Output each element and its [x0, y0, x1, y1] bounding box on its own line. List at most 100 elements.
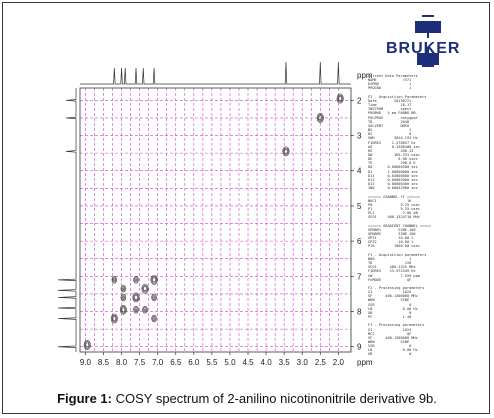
top-projection-trace — [80, 61, 351, 85]
y-tick-label: 9 — [357, 343, 362, 352]
parameter-line: SF 400.1300000 MHz — [368, 335, 418, 340]
parameter-line: GB 0 — [368, 310, 412, 315]
x-tick-label: 7.0 — [152, 358, 164, 367]
plot-area — [79, 87, 352, 353]
parameter-line: DS 8 — [368, 132, 412, 137]
bruker-logo — [415, 15, 441, 67]
parameter-line: D12 0.00002000 sec — [368, 177, 418, 182]
x-tick-label: 2.5 — [315, 358, 327, 367]
parameter-line: GPNAM2 SINE.100 — [368, 231, 416, 236]
parameter-line: LB 0.00 Hz — [368, 348, 418, 353]
parameter-line: F1 - Processing parameters — [368, 323, 425, 328]
y-axis-ticks: 2 3 4 5 6 7 8 9 — [351, 96, 362, 352]
parameter-line: D13 0.00000400 sec — [368, 182, 418, 187]
parameter-line: SSB 0 — [368, 302, 412, 307]
parameter-line: SFO1 400.1325 MHz — [368, 265, 416, 270]
parameter-line: P1 9.25 usec — [368, 207, 420, 211]
x-tick-label: 6.0 — [188, 358, 200, 367]
parameter-line: DW 165.333 usec — [368, 152, 420, 157]
parameter-line: MC2 QF — [368, 331, 412, 336]
parameter-line: F1 - Acquisition parameters — [368, 252, 427, 257]
parameter-line: SW 7.559 ppm — [368, 273, 420, 278]
cross-peak — [111, 276, 118, 284]
cross-peak — [120, 293, 127, 302]
parameter-line: GPNAM1 SINE.100 — [368, 227, 416, 232]
contour-peaks — [83, 93, 344, 350]
parameter-line: SI 1024 — [368, 290, 412, 295]
logo-text: BRUKER — [386, 40, 461, 57]
x-tick-label: 8.0 — [116, 358, 128, 367]
parameter-line: LB 0.00 Hz — [368, 306, 418, 311]
parameter-line: TD 128 — [368, 261, 412, 266]
parameter-line: DE 6.00 usec — [368, 157, 418, 162]
figure-frame — [2, 2, 490, 414]
parameter-line: EXPNO 1 — [368, 82, 412, 87]
x-tick-label: 5.5 — [206, 358, 218, 367]
parameter-line: IN0 0.00032980 sec — [368, 186, 418, 191]
left-projection — [57, 88, 77, 352]
x-axis-ticks: 9.0 8.5 8.0 7.5 7.0 6.5 6.0 5.5 5.0 4.5 4.0 3.5 3.0 2… — [80, 352, 345, 367]
diagonal-peak — [141, 283, 149, 294]
x-tick-label: 3.5 — [279, 358, 291, 367]
cross-peak — [151, 314, 157, 323]
x-tick-label: 9.0 — [80, 358, 92, 367]
parameter-line: PROBHD 5 mm PABBO BB- — [368, 111, 418, 116]
x-tick-label: 7.5 — [134, 358, 146, 367]
parameter-line: FIDRES 23.972445 Hz — [368, 269, 416, 274]
y-tick-label: 5 — [357, 202, 362, 211]
parameter-line: RG 200.13 — [368, 148, 414, 153]
cross-peak — [120, 284, 127, 293]
parameter-line: INSTRUM spect — [368, 107, 412, 112]
top-projection — [80, 61, 351, 85]
cross-peak — [142, 306, 148, 314]
y-axis-unit-label: ppm — [357, 71, 373, 80]
y-tick-label: 2 — [357, 96, 362, 105]
parameter-line: SFO1 400.1324710 MHz — [368, 215, 420, 220]
parameter-line: TE 298.0 K — [368, 161, 416, 166]
cross-peak — [133, 276, 139, 284]
parameter-line: GPZ2 10.00 % — [368, 240, 414, 245]
x-axis-unit-label: ppm — [357, 358, 373, 367]
diagonal-peak — [150, 274, 158, 285]
parameter-line: D0 0.00000300 sec — [368, 165, 418, 170]
diagonal-peak — [336, 93, 344, 104]
parameter-line: TD 2048 — [368, 119, 410, 124]
parameter-line: F2 - Processing parameters — [368, 285, 425, 290]
parameter-line: FnMODE QF — [368, 277, 412, 282]
parameter-line: NUC1 1H — [368, 198, 412, 203]
parameter-line: D1 1.00000000 sec — [368, 169, 418, 174]
parameter-line: GB 0 — [368, 352, 412, 357]
parameter-line: PULPROG cosygpqf — [368, 115, 418, 120]
parameter-line: ND0 1 — [368, 256, 412, 261]
parameter-line: SI 1024 — [368, 327, 412, 332]
figure-caption: Figure 1: COSY spectrum of 2-anilino nic… — [0, 391, 494, 406]
parameter-line: Current Data Parameters — [368, 74, 418, 78]
y-tick-label: 3 — [357, 132, 362, 141]
y-tick-label: 6 — [357, 237, 362, 246]
x-tick-label: 4.5 — [242, 358, 254, 367]
x-tick-label: 2.0 — [333, 358, 345, 367]
parameter-line: WDW SINE — [368, 340, 410, 344]
diagonal-peak — [282, 146, 290, 157]
x-tick-label: 4.0 — [261, 358, 273, 367]
cross-peak — [133, 306, 139, 314]
parameter-line: SSB 0 — [368, 344, 412, 349]
parameter-line: SF 400.1300000 MHz — [368, 294, 418, 299]
parameter-line: PROCNO 1 — [368, 86, 412, 91]
diagonal-peak — [83, 340, 91, 350]
left-projection-trace — [57, 88, 77, 352]
diagonal-peak — [119, 304, 127, 315]
parameter-line: FIDRES 1.476657 Hz — [368, 140, 416, 145]
parameter-line: PC 1.40 — [368, 315, 412, 320]
parameter-line: WDW SINE — [368, 298, 410, 303]
diagonal-peak — [132, 292, 140, 303]
parameter-line: P0 9.25 usec — [368, 202, 420, 207]
parameter-line: P16 1000.00 usec — [368, 244, 420, 249]
x-tick-label: 6.5 — [170, 358, 182, 367]
parameter-line: NS 1 — [368, 128, 412, 133]
parameter-line: SOLVENT DMSO — [368, 123, 410, 128]
caption-label: Figure 1: — [57, 391, 112, 406]
parameter-line: SWH 3024.193 Hz — [368, 136, 418, 141]
